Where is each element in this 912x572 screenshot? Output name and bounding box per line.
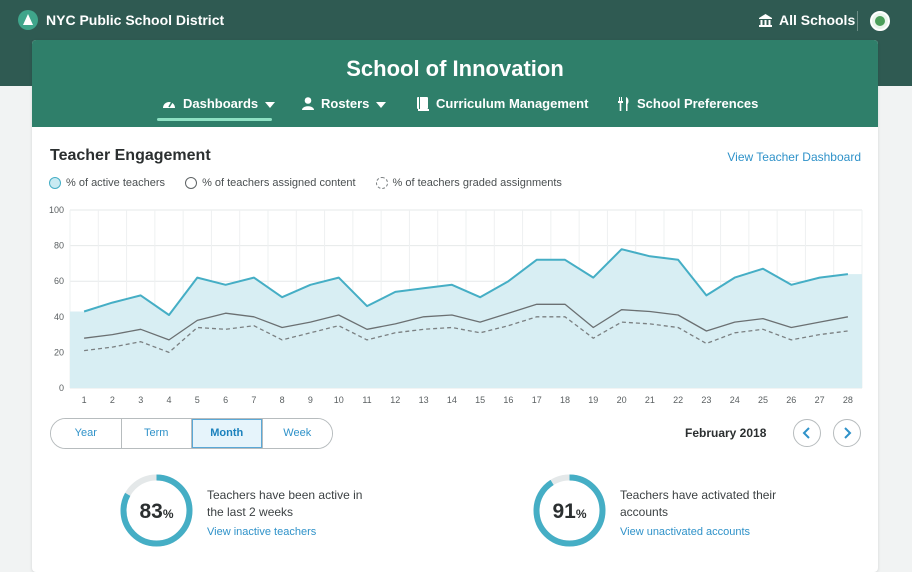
stat-value: 91% [552,500,587,523]
view-teacher-dashboard-link[interactable]: View Teacher Dashboard [727,150,861,164]
x-tick-label: 12 [390,395,400,405]
x-tick-label: 20 [617,395,627,405]
progress-ring-fill [533,474,606,547]
y-tick-label: 60 [54,276,64,286]
x-tick-label: 6 [223,395,228,405]
time-range-selector: Year Term Month Week [50,418,333,449]
nav-school-preferences[interactable]: School Preferences [618,94,758,127]
nav-school-preferences-label: School Preferences [637,96,759,111]
section-title: Teacher Engagement [50,147,211,164]
y-tick-label: 80 [54,241,64,251]
dashboard-gauge-icon [163,101,175,108]
legend-swatch [49,177,61,189]
x-tick-label: 26 [786,395,796,405]
next-period-button[interactable] [833,419,861,447]
x-tick-label: 17 [532,395,542,405]
legend-active-teachers[interactable]: % of active teachers [49,177,165,189]
previous-period-button[interactable] [793,419,821,447]
nav-curriculum-management[interactable]: Curriculum Management [417,94,588,127]
nav-rosters-label: Rosters [321,96,370,111]
x-tick-label: 2 [110,395,115,405]
x-tick-label: 15 [475,395,485,405]
stat-description: Teachers have been active in the last 2 … [207,488,363,519]
range-term-button[interactable]: Term [121,419,192,448]
legend-swatch [185,177,198,189]
view-inactive-teachers-link[interactable]: View inactive teachers [207,526,317,538]
x-tick-label: 1 [82,395,87,405]
x-tick-label: 8 [280,395,285,405]
utensils-icon [618,97,629,111]
y-tick-label: 40 [54,312,64,322]
x-tick-label: 23 [701,395,711,405]
legend-label: % of active teachers [66,177,166,189]
active-teachers-progress-ring [120,474,193,547]
user-avatar-icon[interactable] [870,11,890,31]
stat-description: Teachers have activated their accounts [620,488,777,519]
view-unactivated-accounts-link[interactable]: View unactivated accounts [620,526,751,538]
x-tick-label: 24 [730,395,740,405]
chevron-left-icon [802,427,810,439]
x-tick-label: 3 [138,395,143,405]
all-schools-label: All Schools [779,12,856,28]
nav-dashboards[interactable]: Dashboards [162,94,276,127]
nav-curriculum-label: Curriculum Management [436,96,589,111]
x-tick-label: 4 [166,395,171,405]
all-schools-selector[interactable]: All Schools [758,12,855,28]
x-tick-label: 13 [419,395,429,405]
y-tick-label: 20 [54,347,64,357]
x-tick-label: 27 [815,395,825,405]
nav-dashboards-label: Dashboards [183,96,259,111]
x-tick-label: 18 [560,395,570,405]
x-tick-label: 7 [251,395,256,405]
district-name: NYC Public School District [46,12,225,28]
chevron-down-icon [376,102,387,108]
legend-swatch [375,177,388,189]
legend-label: % of teachers graded assignments [392,177,562,189]
legend-assigned-content[interactable]: % of teachers assigned content [185,177,356,189]
y-tick-label: 0 [59,383,64,393]
chart-legend: % of active teachers % of teachers assig… [49,177,582,189]
x-tick-label: 25 [758,395,768,405]
school-building-icon [759,13,772,27]
book-icon [417,97,429,111]
school-header: School of Innovation Dashboards Rosters [32,40,878,127]
range-year-button[interactable]: Year [51,419,122,448]
x-tick-label: 22 [673,395,683,405]
x-tick-label: 9 [308,395,313,405]
active-teachers-line [83,248,849,316]
x-tick-label: 11 [362,395,371,405]
school-nav: Dashboards Rosters Curriculum Management [32,94,878,127]
range-month-button[interactable]: Month [192,419,263,448]
x-tick-label: 14 [447,395,457,405]
period-label: February 2018 [685,426,767,440]
active-teachers-stat: 83% Teachers have been active in the las… [119,473,379,551]
x-tick-label: 19 [588,395,598,405]
school-title: School of Innovation [346,56,564,81]
x-tick-label: 21 [645,395,655,405]
x-tick-label: 5 [195,395,200,405]
header-divider [857,11,858,31]
nav-active-indicator [157,118,272,121]
activated-accounts-stat: 91% Teachers have activated their accoun… [532,473,792,551]
legend-graded-assignments[interactable]: % of teachers graded assignments [375,177,562,189]
person-icon [302,97,314,110]
school-dashboard-card: School of Innovation Dashboards Rosters [32,40,878,572]
x-tick-label: 28 [843,395,853,405]
stat-value: 83% [139,500,174,523]
chevron-down-icon [265,102,276,108]
legend-label: % of teachers assigned content [202,177,356,189]
range-week-button[interactable]: Week [262,419,332,448]
y-tick-label: 100 [49,205,64,215]
nav-rosters[interactable]: Rosters [302,94,387,127]
chevron-right-icon [844,427,852,439]
x-tick-label: 10 [334,395,344,405]
x-tick-label: 16 [503,395,513,405]
district-logo-icon [18,10,38,30]
assigned-content-line [84,303,849,341]
progress-ring-fill [120,474,193,547]
activated-accounts-progress-ring [533,474,606,547]
